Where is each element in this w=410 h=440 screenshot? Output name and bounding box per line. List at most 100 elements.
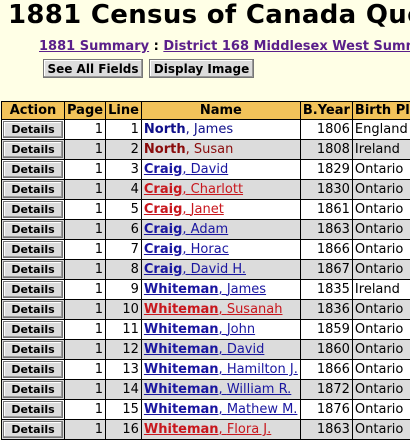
- birthplace-cell: Ontario: [352, 180, 410, 200]
- details-button[interactable]: Details: [3, 261, 63, 278]
- person-link[interactable]: Craig, Adam: [144, 222, 228, 237]
- person-link[interactable]: Whiteman, James: [144, 282, 266, 297]
- details-button[interactable]: Details: [3, 361, 63, 378]
- person-link[interactable]: Craig, Charlott: [144, 182, 243, 197]
- page-cell: 1: [65, 140, 106, 160]
- page-cell: 1: [65, 340, 106, 360]
- byear-cell: 1859: [300, 320, 352, 340]
- surname: Whiteman: [144, 362, 219, 377]
- page-cell: 1: [65, 260, 106, 280]
- surname: Whiteman: [144, 342, 219, 357]
- person-link[interactable]: Whiteman, Mathew M.: [144, 402, 298, 417]
- details-button[interactable]: Details: [3, 201, 63, 218]
- person-link[interactable]: Whiteman, Hamilton J.: [144, 362, 298, 377]
- details-button[interactable]: Details: [3, 221, 63, 238]
- details-button[interactable]: Details: [3, 141, 63, 158]
- details-button[interactable]: Details: [3, 381, 63, 398]
- birthplace-cell: Ontario: [352, 260, 410, 280]
- header-page[interactable]: Page: [65, 102, 106, 120]
- line-cell: 16: [106, 420, 142, 440]
- given-name: Flora J.: [227, 422, 271, 437]
- person-link[interactable]: Whiteman, John: [144, 322, 255, 337]
- name-comma: ,: [182, 242, 190, 257]
- name-cell: Craig, Janet: [141, 200, 300, 220]
- person-link[interactable]: Whiteman, William R.: [144, 382, 291, 397]
- header-birthplace[interactable]: Birth Place: [352, 102, 410, 120]
- person-link[interactable]: Craig, Janet: [144, 202, 224, 217]
- byear-cell: 1866: [300, 240, 352, 260]
- details-button[interactable]: Details: [3, 161, 63, 178]
- byear-cell: 1863: [300, 220, 352, 240]
- header-name[interactable]: Name: [141, 102, 300, 120]
- header-action[interactable]: Action: [2, 102, 65, 120]
- person-link[interactable]: Craig, David H.: [144, 262, 246, 277]
- byear-cell: 1863: [300, 420, 352, 440]
- name-cell: Whiteman, John: [141, 320, 300, 340]
- name-comma: ,: [182, 162, 190, 177]
- summary-link[interactable]: 1881 Summary: [39, 39, 149, 54]
- details-button[interactable]: Details: [3, 241, 63, 258]
- byear-cell: 1860: [300, 340, 352, 360]
- district-summary-link[interactable]: District 168 Middlesex West Summary: [163, 39, 410, 54]
- details-button[interactable]: Details: [3, 321, 63, 338]
- birthplace-cell: Ontario: [352, 160, 410, 180]
- page-cell: 1: [65, 320, 106, 340]
- details-button[interactable]: Details: [3, 341, 63, 358]
- line-cell: 1: [106, 120, 142, 140]
- details-button[interactable]: Details: [3, 401, 63, 418]
- surname: Craig: [144, 182, 183, 197]
- display-image-button[interactable]: Display Image: [149, 59, 254, 78]
- given-name: Janet: [191, 202, 224, 217]
- page-cell: 1: [65, 120, 106, 140]
- person-name: North, Susan: [144, 142, 233, 157]
- line-cell: 3: [106, 160, 142, 180]
- given-name: Susanah: [227, 302, 283, 317]
- person-link[interactable]: Craig, David: [144, 162, 228, 177]
- name-comma: ,: [219, 402, 227, 417]
- name-cell: North, Susan: [141, 140, 300, 160]
- given-name: James: [227, 282, 266, 297]
- details-button[interactable]: Details: [3, 281, 63, 298]
- birthplace-cell: Ontario: [352, 300, 410, 320]
- given-name: William R.: [227, 382, 291, 397]
- action-cell: Details: [2, 180, 65, 200]
- table-header-row: Action Page Line Name B.Year Birth Place: [2, 102, 410, 120]
- given-name: Adam: [191, 222, 229, 237]
- name-cell: Whiteman, James: [141, 280, 300, 300]
- name-comma: ,: [219, 282, 227, 297]
- page-cell: 1: [65, 240, 106, 260]
- name-comma: ,: [182, 202, 190, 217]
- surname: Whiteman: [144, 422, 219, 437]
- line-cell: 7: [106, 240, 142, 260]
- byear-cell: 1829: [300, 160, 352, 180]
- surname: North: [144, 142, 186, 157]
- line-cell: 11: [106, 320, 142, 340]
- person-link[interactable]: Whiteman, Flora J.: [144, 422, 271, 437]
- details-button[interactable]: Details: [3, 421, 63, 438]
- name-cell: Whiteman, Mathew M.: [141, 400, 300, 420]
- name-comma: ,: [186, 142, 194, 157]
- see-all-fields-button[interactable]: See All Fields: [43, 59, 143, 78]
- person-link[interactable]: Whiteman, David: [144, 342, 264, 357]
- birthplace-cell: Ontario: [352, 360, 410, 380]
- header-line[interactable]: Line: [106, 102, 142, 120]
- name-cell: Craig, David: [141, 160, 300, 180]
- birthplace-cell: Ontario: [352, 220, 410, 240]
- details-button[interactable]: Details: [3, 121, 63, 138]
- birthplace-cell: Ontario: [352, 200, 410, 220]
- details-button[interactable]: Details: [3, 181, 63, 198]
- birthplace-cell: Ireland: [352, 280, 410, 300]
- page-cell: 1: [65, 360, 106, 380]
- person-link[interactable]: Whiteman, Susanah: [144, 302, 283, 317]
- given-name: John: [227, 322, 255, 337]
- details-button[interactable]: Details: [3, 301, 63, 318]
- header-byear[interactable]: B.Year: [300, 102, 352, 120]
- person-link[interactable]: Craig, Horac: [144, 242, 229, 257]
- byear-cell: 1861: [300, 200, 352, 220]
- breadcrumb-separator: :: [154, 39, 159, 54]
- name-cell: Whiteman, David: [141, 340, 300, 360]
